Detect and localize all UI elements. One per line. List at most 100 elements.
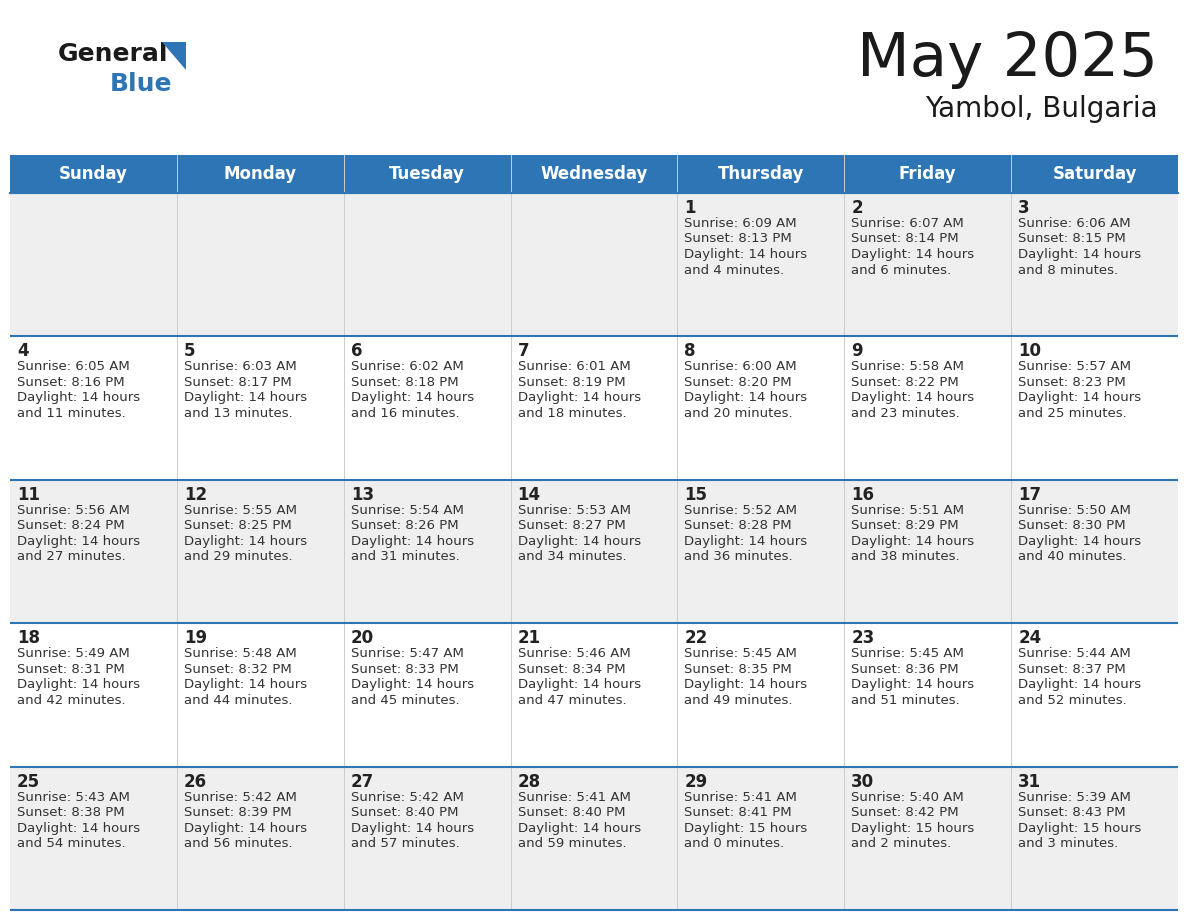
Text: Daylight: 14 hours: Daylight: 14 hours (17, 822, 140, 834)
Text: and 2 minutes.: and 2 minutes. (852, 837, 952, 850)
Text: Daylight: 14 hours: Daylight: 14 hours (1018, 678, 1142, 691)
Text: Sunday: Sunday (59, 165, 128, 183)
Text: Sunset: 8:35 PM: Sunset: 8:35 PM (684, 663, 792, 676)
Text: Daylight: 14 hours: Daylight: 14 hours (1018, 391, 1142, 405)
Bar (1011, 336, 1178, 480)
Text: Sunset: 8:16 PM: Sunset: 8:16 PM (17, 375, 125, 389)
Text: Sunrise: 5:41 AM: Sunrise: 5:41 AM (518, 790, 631, 803)
Text: Daylight: 14 hours: Daylight: 14 hours (350, 391, 474, 405)
Text: and 6 minutes.: and 6 minutes. (852, 263, 952, 276)
Text: and 18 minutes.: and 18 minutes. (518, 407, 626, 420)
Bar (511, 767, 677, 910)
Text: 9: 9 (852, 342, 862, 361)
Bar (177, 155, 343, 193)
Text: Daylight: 14 hours: Daylight: 14 hours (184, 391, 307, 405)
Text: and 44 minutes.: and 44 minutes. (184, 694, 292, 707)
Bar (845, 623, 1011, 767)
Text: and 8 minutes.: and 8 minutes. (1018, 263, 1118, 276)
Bar (177, 336, 343, 480)
Text: 6: 6 (350, 342, 362, 361)
Text: Sunrise: 5:47 AM: Sunrise: 5:47 AM (350, 647, 463, 660)
Bar (511, 623, 677, 767)
Text: and 47 minutes.: and 47 minutes. (518, 694, 626, 707)
Text: Daylight: 14 hours: Daylight: 14 hours (184, 535, 307, 548)
Text: Sunset: 8:43 PM: Sunset: 8:43 PM (1018, 806, 1126, 819)
Text: Daylight: 14 hours: Daylight: 14 hours (184, 822, 307, 834)
Text: Tuesday: Tuesday (390, 165, 465, 183)
Text: Sunset: 8:32 PM: Sunset: 8:32 PM (184, 663, 291, 676)
Bar (677, 767, 845, 910)
Text: Sunrise: 6:00 AM: Sunrise: 6:00 AM (684, 361, 797, 374)
Text: Daylight: 14 hours: Daylight: 14 hours (518, 822, 640, 834)
Bar (343, 767, 511, 910)
Text: Sunset: 8:20 PM: Sunset: 8:20 PM (684, 375, 792, 389)
Text: 24: 24 (1018, 629, 1042, 647)
Text: Sunset: 8:31 PM: Sunset: 8:31 PM (17, 663, 125, 676)
Text: 28: 28 (518, 773, 541, 790)
Bar (1011, 767, 1178, 910)
Bar (10, 767, 177, 910)
Bar (177, 767, 343, 910)
Text: Friday: Friday (899, 165, 956, 183)
Text: Sunrise: 6:01 AM: Sunrise: 6:01 AM (518, 361, 631, 374)
Bar (511, 155, 677, 193)
Text: 2: 2 (852, 199, 862, 217)
Text: and 29 minutes.: and 29 minutes. (184, 550, 292, 564)
Text: and 0 minutes.: and 0 minutes. (684, 837, 784, 850)
Bar (845, 767, 1011, 910)
Text: Daylight: 14 hours: Daylight: 14 hours (1018, 535, 1142, 548)
Text: Sunrise: 5:49 AM: Sunrise: 5:49 AM (17, 647, 129, 660)
Text: and 52 minutes.: and 52 minutes. (1018, 694, 1127, 707)
Text: Daylight: 15 hours: Daylight: 15 hours (1018, 822, 1142, 834)
Text: Sunset: 8:39 PM: Sunset: 8:39 PM (184, 806, 291, 819)
Text: Sunrise: 5:41 AM: Sunrise: 5:41 AM (684, 790, 797, 803)
Text: 20: 20 (350, 629, 374, 647)
Text: Sunset: 8:24 PM: Sunset: 8:24 PM (17, 520, 125, 532)
Text: Sunrise: 5:46 AM: Sunrise: 5:46 AM (518, 647, 631, 660)
Text: Blue: Blue (110, 72, 172, 96)
Text: Daylight: 14 hours: Daylight: 14 hours (852, 248, 974, 261)
Text: Sunset: 8:15 PM: Sunset: 8:15 PM (1018, 232, 1126, 245)
Text: Sunrise: 5:48 AM: Sunrise: 5:48 AM (184, 647, 297, 660)
Text: Daylight: 14 hours: Daylight: 14 hours (17, 678, 140, 691)
Text: 7: 7 (518, 342, 529, 361)
Text: Daylight: 14 hours: Daylight: 14 hours (518, 535, 640, 548)
Text: Daylight: 14 hours: Daylight: 14 hours (17, 535, 140, 548)
Text: Sunset: 8:19 PM: Sunset: 8:19 PM (518, 375, 625, 389)
Bar (10, 623, 177, 767)
Text: Daylight: 14 hours: Daylight: 14 hours (184, 678, 307, 691)
Text: 1: 1 (684, 199, 696, 217)
Text: 27: 27 (350, 773, 374, 790)
Bar (677, 480, 845, 623)
Text: Daylight: 14 hours: Daylight: 14 hours (17, 391, 140, 405)
Bar (511, 336, 677, 480)
Text: and 31 minutes.: and 31 minutes. (350, 550, 460, 564)
Text: Sunset: 8:13 PM: Sunset: 8:13 PM (684, 232, 792, 245)
Text: and 27 minutes.: and 27 minutes. (17, 550, 126, 564)
Text: Sunset: 8:30 PM: Sunset: 8:30 PM (1018, 520, 1126, 532)
Text: Sunrise: 6:06 AM: Sunrise: 6:06 AM (1018, 217, 1131, 230)
Text: and 42 minutes.: and 42 minutes. (17, 694, 126, 707)
Text: Daylight: 15 hours: Daylight: 15 hours (852, 822, 974, 834)
Text: and 57 minutes.: and 57 minutes. (350, 837, 460, 850)
Text: 29: 29 (684, 773, 708, 790)
Text: and 40 minutes.: and 40 minutes. (1018, 550, 1126, 564)
Text: and 36 minutes.: and 36 minutes. (684, 550, 794, 564)
Text: Sunrise: 5:40 AM: Sunrise: 5:40 AM (852, 790, 963, 803)
Text: 30: 30 (852, 773, 874, 790)
Text: Sunrise: 5:58 AM: Sunrise: 5:58 AM (852, 361, 965, 374)
Text: 26: 26 (184, 773, 207, 790)
Bar (343, 480, 511, 623)
Text: 10: 10 (1018, 342, 1041, 361)
Text: 5: 5 (184, 342, 195, 361)
Bar (1011, 193, 1178, 336)
Text: and 54 minutes.: and 54 minutes. (17, 837, 126, 850)
Text: and 49 minutes.: and 49 minutes. (684, 694, 792, 707)
Text: Daylight: 14 hours: Daylight: 14 hours (684, 678, 808, 691)
Text: 14: 14 (518, 486, 541, 504)
Text: Sunrise: 5:45 AM: Sunrise: 5:45 AM (684, 647, 797, 660)
Text: Daylight: 14 hours: Daylight: 14 hours (350, 535, 474, 548)
Text: Wednesday: Wednesday (541, 165, 647, 183)
Text: and 59 minutes.: and 59 minutes. (518, 837, 626, 850)
Bar (343, 336, 511, 480)
